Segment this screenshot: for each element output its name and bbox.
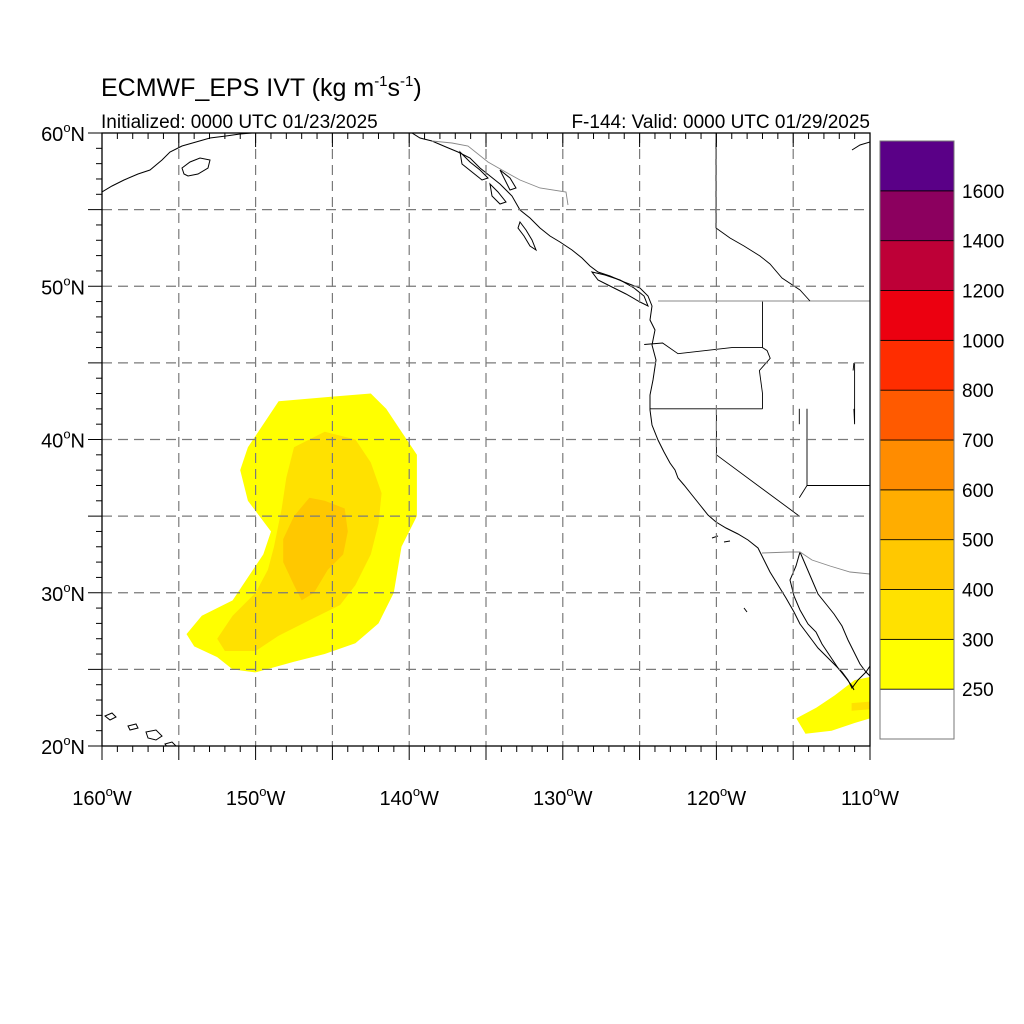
us-mexico-border (761, 551, 870, 575)
haida-gwaii (517, 220, 538, 252)
colorbar-swatch (879, 489, 955, 541)
ivt-region-baja-feature-ge250 (796, 677, 870, 734)
colorbar-swatch (879, 190, 955, 242)
colorbar-swatch (879, 389, 955, 441)
colorbar-swatch (879, 339, 955, 391)
map-panel: 60oN 50oN 40oN 30oN 20oN 160oW 150oW 140oW 130oW… (41, 120, 899, 810)
lat-label: 40oN (41, 427, 85, 453)
ivt-region-central-pacific-plume-ge400 (283, 497, 348, 601)
state-border-line (715, 408, 800, 517)
ivt-shading (186, 393, 870, 734)
lon-label: 140oW (379, 784, 439, 810)
map-title: ECMWF_EPS IVT (kg m-1s-1) (101, 73, 422, 102)
lon-label: 130oW (533, 784, 593, 810)
colorbar-label: 250 (962, 680, 994, 701)
graticule (102, 133, 870, 746)
colorbar-label: 700 (962, 431, 994, 452)
colorbar-swatch (879, 439, 955, 491)
lon-label: 160oW (72, 784, 132, 810)
southeast-alaska-coast-east (851, 141, 870, 151)
lat-label: 50oN (41, 273, 85, 299)
colorbar-label: 600 (962, 481, 994, 502)
colorbar-label: 1200 (962, 282, 1004, 303)
colorbar-label: 300 (962, 630, 994, 651)
north-america-coastline (411, 133, 870, 689)
alaska-canada-border (431, 140, 569, 206)
colorbar-swatch (879, 638, 955, 690)
colorbar-label: 800 (962, 381, 994, 402)
initialized-time: Initialized: 0000 UTC 01/23/2025 (101, 112, 378, 133)
colorbar-swatch (879, 688, 955, 740)
lat-label: 30oN (41, 580, 85, 606)
colorbar-label: 400 (962, 581, 994, 602)
gulf-of-california-coast (799, 551, 870, 677)
axis-tick-labels: 60oN 50oN 40oN 30oN 20oN 160oW 150oW 140oW 130oW… (41, 120, 899, 810)
state-border-line (644, 342, 763, 355)
colorbar-label: 1400 (962, 232, 1004, 253)
hawaii-islands (104, 712, 177, 746)
bc-alberta-border (715, 133, 811, 302)
lat-label: 60oN (41, 120, 85, 146)
kodiak-island (181, 157, 211, 177)
alaska-peninsula-coast (102, 133, 253, 193)
state-border-line (853, 362, 856, 425)
colorbar-frame (879, 140, 955, 740)
colorbar-swatch (879, 140, 955, 192)
axis-ticks (88, 132, 871, 760)
colorbar-label: 1000 (962, 331, 1004, 352)
alaska-panhandle-islands (459, 150, 517, 205)
state-border-line (798, 408, 808, 498)
valid-time: F-144: Valid: 0000 UTC 01/29/2025 (571, 112, 870, 133)
lon-label: 150oW (226, 784, 286, 810)
colorbar-label: 1600 (962, 182, 1004, 203)
lon-label: 120oW (687, 784, 747, 810)
coastline-layer (102, 133, 870, 746)
colorbar-swatch (879, 539, 955, 590)
political-borders (431, 133, 870, 575)
colorbar-label: 500 (962, 531, 994, 552)
ivt-region-baja-feature-ge300 (851, 701, 870, 711)
us-state-borders (644, 301, 870, 517)
state-border-line (852, 362, 855, 371)
colorbar-swatch (879, 589, 955, 640)
state-border-line (758, 301, 771, 409)
colorbar-swatch (879, 290, 955, 341)
colorbar: 250 300 400 500 600 700 800 1000 1200 1400 1600 (879, 140, 1004, 740)
lon-label: 110oW (841, 784, 899, 810)
colorbar-swatch (879, 240, 955, 291)
lat-label: 20oN (41, 733, 85, 759)
baja-peninsula-coast (789, 551, 855, 691)
vancouver-island (590, 271, 649, 308)
channel-islands (711, 535, 748, 613)
